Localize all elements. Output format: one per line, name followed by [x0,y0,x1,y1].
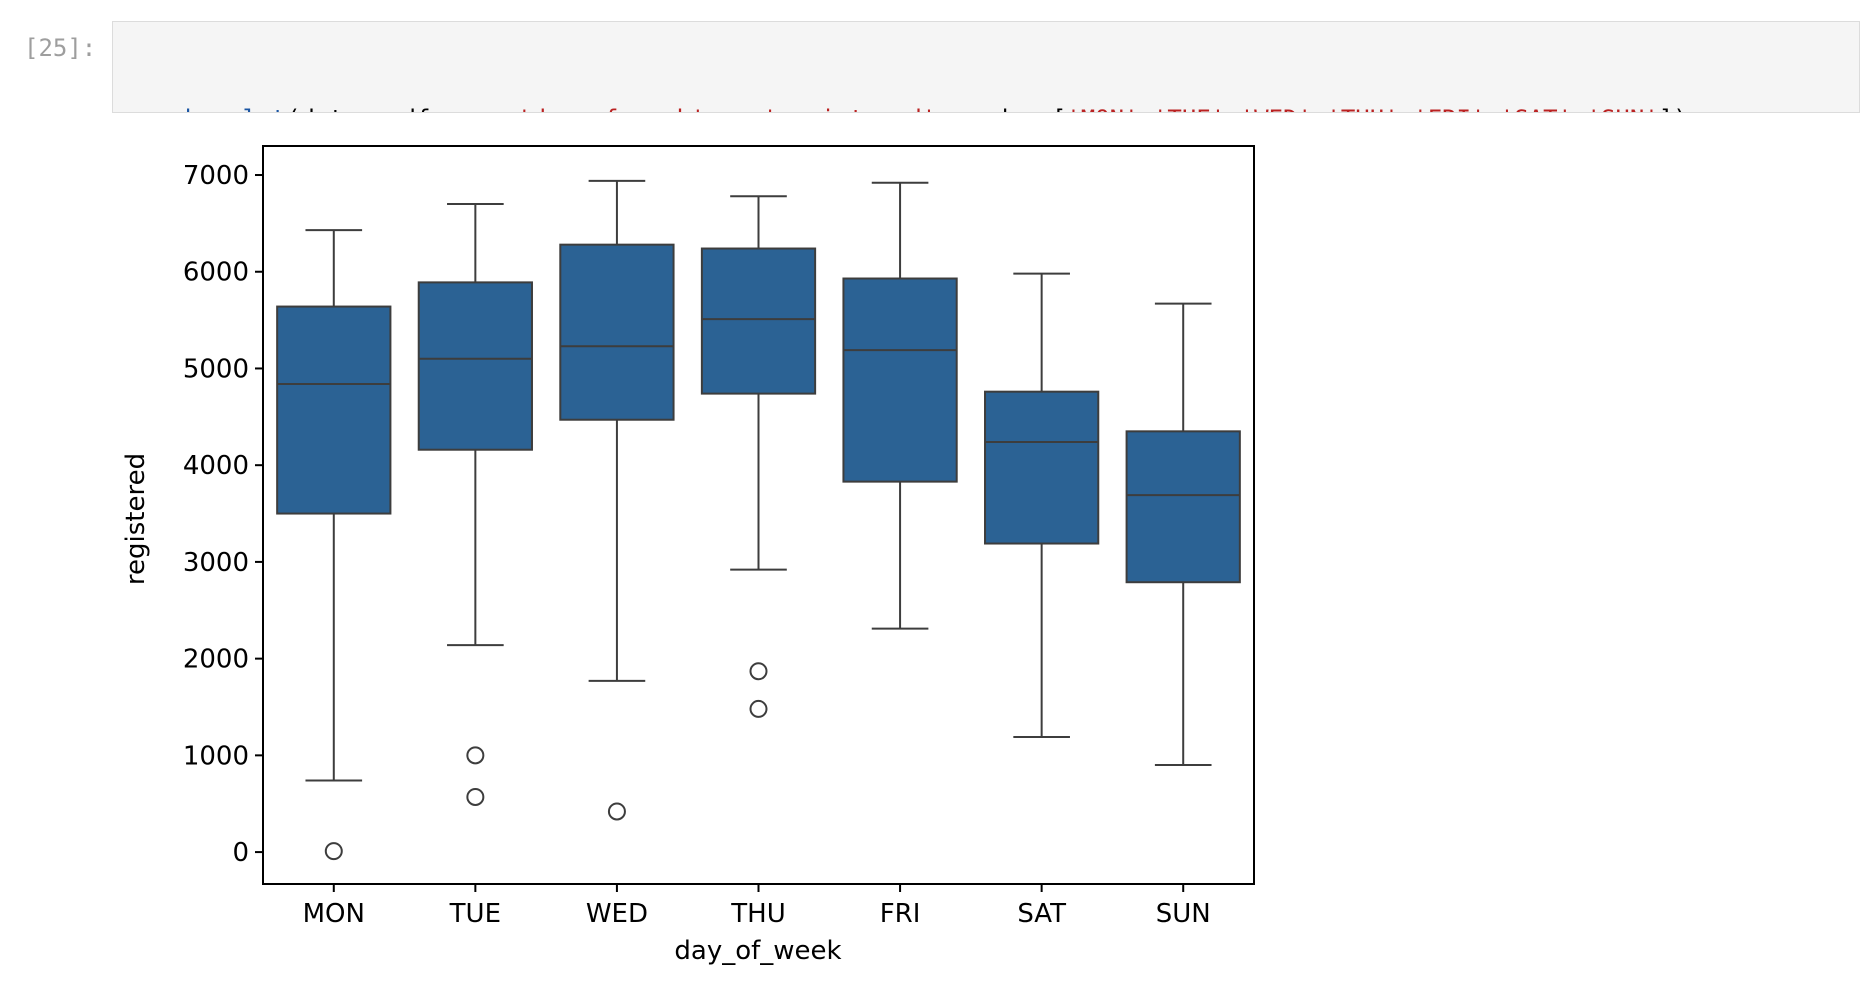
outlier-point [466,746,485,765]
iqr-box [842,277,958,483]
code-token: = [748,105,762,112]
code-token: , y [705,105,748,112]
code-token: 'TUE' [1153,105,1225,112]
code-token: 'THU' [1326,105,1398,112]
x-tick-label: TUE [449,899,501,929]
code-token: boxplot [185,105,286,112]
iqr-box [984,390,1100,545]
code-token: , [1312,105,1326,112]
outlier-point [324,842,343,861]
boxplot-chart: 0 1000 2000 3000 4000 5000 6000 7000 MON TUE WED TH… [121,145,1255,966]
y-tick-label: 0 [232,838,249,868]
code-token: df, x [387,105,488,112]
code-token: , order [936,105,1037,112]
outlier-point [749,699,768,718]
code-token: 'SAT' [1500,105,1572,112]
y-tick-label: 3000 [183,548,249,578]
code-token: 'MON' [1066,105,1138,112]
code-token: = [488,105,502,112]
y-tick-label: 1000 [183,741,249,771]
x-tick-label: MON [303,899,365,929]
code-token: 'SUN' [1587,105,1659,112]
y-tick-label: 6000 [183,258,249,288]
code-editor[interactable]: sns.boxplot(data = df, x = 'day_of_week'… [112,21,1860,113]
code-token: , [1485,105,1499,112]
iqr-box [559,243,675,421]
y-tick-label: 7000 [183,161,249,191]
code-token: [ [1052,105,1066,112]
code-token: = [1037,105,1051,112]
y-tick-label: 5000 [183,354,249,384]
x-tick-label: SUN [1156,899,1211,929]
x-tick-label: FRI [880,899,921,929]
outlier-point [749,662,768,681]
code-token: 'registered' [763,105,936,112]
outlier-point [607,802,626,821]
code-token: , [1139,105,1153,112]
y-axis-label: registered [121,453,151,585]
code-token: , [1399,105,1413,112]
code-token: 'WED' [1240,105,1312,112]
x-axis-label: day_of_week [674,936,841,966]
x-tick-label: WED [586,899,648,929]
code-token: (data [286,105,373,112]
code-token: , [1225,105,1239,112]
cell-output: 0 1000 2000 3000 4000 5000 6000 7000 MON TUE WED TH… [112,130,1312,980]
code-token [503,105,517,112]
outlier-point [466,787,485,806]
iqr-box [276,305,392,515]
x-tick-label: SAT [1017,899,1066,929]
code-token: , [1572,105,1586,112]
iqr-box [700,247,817,395]
cell-prompt: [25]: [24,34,97,62]
y-tick-label: 2000 [183,645,249,675]
code-line-1: sns.boxplot(data = df, x = 'day_of_week'… [127,102,1845,112]
code-token: 'day_of_week' [517,105,705,112]
code-token: sns. [127,105,185,112]
y-tick-label: 4000 [183,451,249,481]
code-token: = [373,105,387,112]
code-token: ]) [1659,105,1688,112]
iqr-box [1125,430,1241,584]
x-tick-label: THU [730,899,785,929]
code-token: 'FRI' [1413,105,1485,112]
iqr-box [417,281,533,451]
